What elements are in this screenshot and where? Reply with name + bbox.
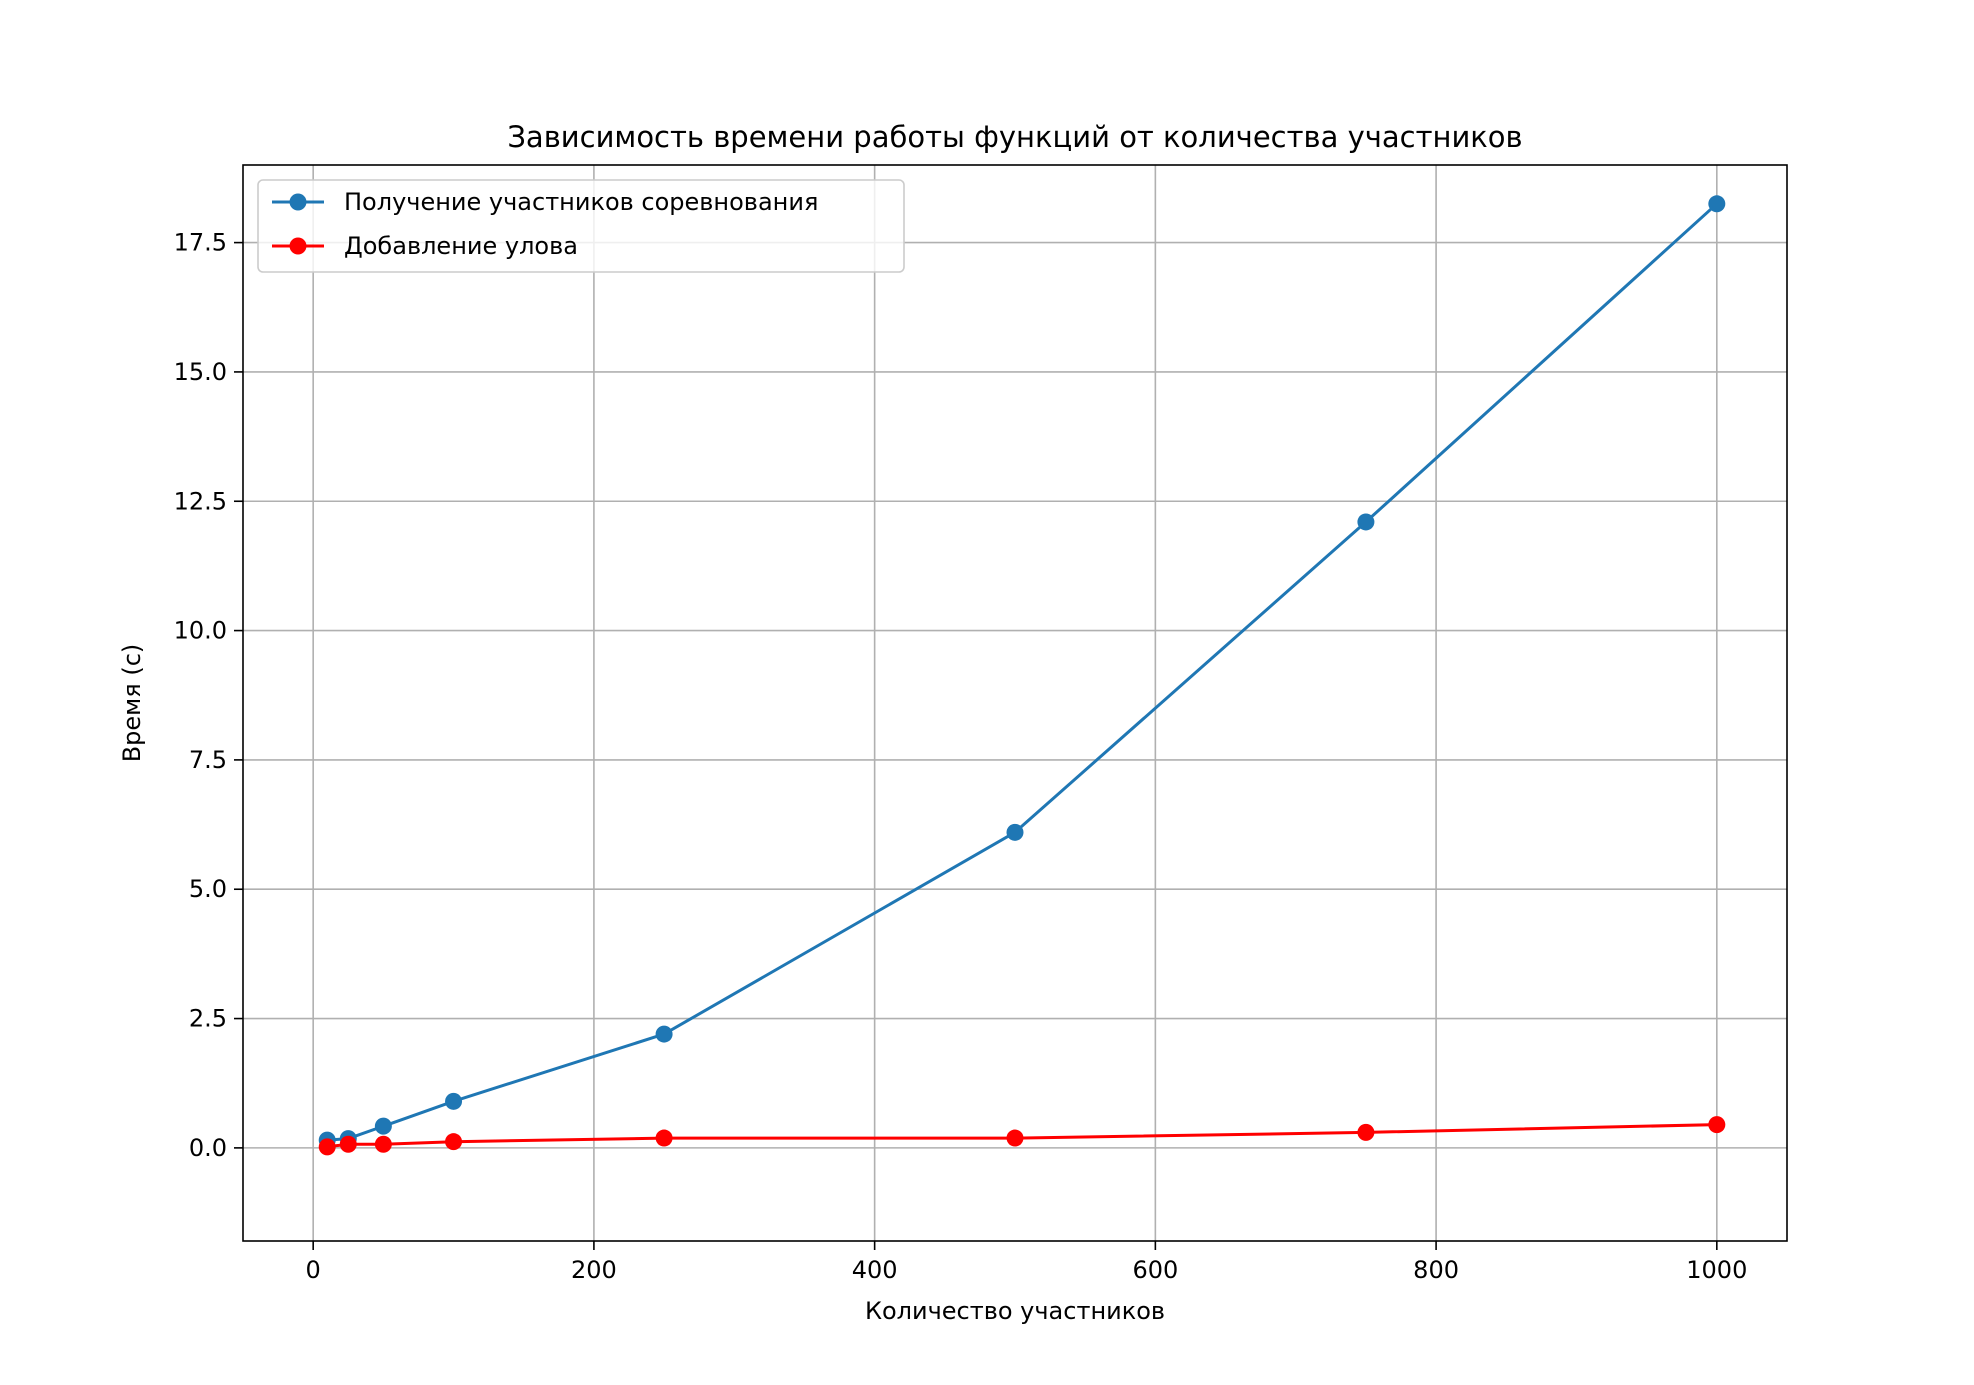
data-point (1357, 513, 1375, 531)
x-axis-label: Количество участников (865, 1297, 1165, 1325)
y-tick-label: 0.0 (189, 1134, 227, 1162)
y-tick-label: 17.5 (174, 229, 227, 257)
x-tick-label: 800 (1413, 1256, 1459, 1284)
legend-label: Добавление улова (344, 232, 578, 260)
x-tick-label: 0 (306, 1256, 321, 1284)
legend-marker (289, 193, 307, 211)
y-tick-label: 15.0 (174, 358, 227, 386)
data-point (339, 1135, 357, 1153)
legend: Получение участников соревнования Добавле… (257, 179, 905, 273)
x-tick-label: 200 (571, 1256, 617, 1284)
data-point (1708, 195, 1726, 213)
grid (243, 165, 1787, 1241)
legend-item: Получение участников соревнования (272, 188, 818, 216)
legend-box (257, 179, 905, 273)
data-point (1708, 1116, 1726, 1134)
data-point (655, 1025, 673, 1043)
axes: 0 200 400 600 800 1000 0.0 2.5 5.0 7.5 10.0 12.5 15.… (174, 229, 1748, 1284)
data-point (1357, 1123, 1375, 1141)
data-point (445, 1133, 463, 1151)
y-tick-label: 2.5 (189, 1005, 227, 1033)
x-tick-label: 600 (1132, 1256, 1178, 1284)
data-point (445, 1092, 463, 1110)
series-1 (318, 195, 1726, 1149)
data-point (318, 1138, 336, 1156)
series-2 (318, 1116, 1726, 1156)
data-point (1006, 823, 1024, 841)
legend-item: Добавление улова (272, 232, 578, 260)
data-point (1006, 1129, 1024, 1147)
data-point (655, 1129, 673, 1147)
legend-label: Получение участников соревнования (344, 188, 818, 216)
chart-title: Зависимость времени работы функций от ко… (507, 120, 1522, 154)
series-layer (318, 195, 1726, 1156)
data-point (374, 1135, 392, 1153)
x-tick-label: 1000 (1686, 1256, 1747, 1284)
y-tick-label: 5.0 (189, 875, 227, 903)
x-tick-label: 400 (852, 1256, 898, 1284)
legend-marker (289, 237, 307, 255)
y-tick-label: 12.5 (174, 487, 227, 515)
y-tick-label: 10.0 (174, 617, 227, 645)
y-tick-label: 7.5 (189, 746, 227, 774)
plot-frame (242, 164, 1788, 1242)
y-axis-label: Время (с) (118, 644, 146, 763)
data-point (374, 1117, 392, 1135)
